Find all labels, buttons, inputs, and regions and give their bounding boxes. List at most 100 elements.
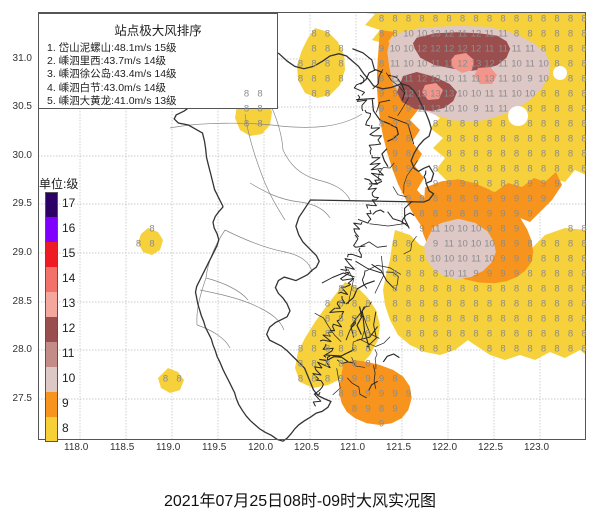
svg-text:8: 8 [298,359,303,370]
svg-text:13: 13 [471,59,482,70]
svg-text:8: 8 [541,344,546,355]
svg-text:8: 8 [460,134,465,145]
svg-text:8: 8 [541,89,546,100]
svg-text:12: 12 [417,74,428,85]
svg-text:9: 9 [392,389,397,400]
svg-text:8: 8 [392,239,397,250]
svg-text:8: 8 [473,164,478,175]
svg-text:8: 8 [365,359,370,370]
svg-text:11: 11 [485,104,495,115]
svg-text:8: 8 [541,14,546,25]
svg-text:11: 11 [390,74,400,85]
svg-text:8: 8 [311,374,316,385]
svg-text:8: 8 [311,329,316,340]
svg-text:8: 8 [581,89,586,100]
svg-text:9: 9 [392,89,397,100]
svg-text:8: 8 [500,14,505,25]
svg-text:11: 11 [458,29,468,40]
svg-text:8: 8 [244,104,249,115]
svg-text:8: 8 [325,359,330,370]
svg-text:8: 8 [514,344,519,355]
svg-text:12: 12 [471,44,482,55]
svg-text:9: 9 [392,404,397,415]
svg-text:8: 8 [527,239,532,250]
svg-text:8: 8 [379,29,384,40]
svg-text:9: 9 [541,194,546,205]
svg-text:8: 8 [568,74,573,85]
svg-text:8: 8 [568,239,573,250]
svg-text:9: 9 [514,224,519,235]
svg-text:8: 8 [325,344,330,355]
svg-text:8: 8 [379,14,384,25]
svg-text:8: 8 [581,74,586,85]
svg-text:8: 8 [554,314,559,325]
svg-text:8: 8 [554,254,559,265]
svg-text:8: 8 [433,119,438,130]
svg-text:8: 8 [554,104,559,115]
svg-text:9: 9 [406,104,411,115]
svg-text:10: 10 [457,104,468,115]
svg-text:11: 11 [485,44,495,55]
svg-text:8: 8 [568,164,573,175]
svg-text:8: 8 [446,329,451,340]
svg-text:8: 8 [568,269,573,280]
svg-text:9: 9 [500,194,505,205]
svg-text:8: 8 [311,29,316,40]
svg-text:8: 8 [433,14,438,25]
svg-text:9: 9 [446,179,451,190]
svg-text:8: 8 [446,164,451,175]
svg-text:9: 9 [406,389,411,400]
svg-text:8: 8 [365,314,370,325]
svg-text:8: 8 [527,164,532,175]
svg-text:8: 8 [325,314,330,325]
svg-text:8: 8 [338,344,343,355]
svg-text:8: 8 [554,29,559,40]
svg-text:8: 8 [325,374,330,385]
svg-text:11: 11 [404,74,414,85]
svg-text:8: 8 [581,119,586,130]
svg-text:8: 8 [541,104,546,115]
svg-text:8: 8 [419,269,424,280]
svg-text:9: 9 [379,419,384,430]
svg-text:8: 8 [581,299,586,310]
svg-text:9: 9 [527,179,532,190]
svg-text:8: 8 [460,149,465,160]
svg-text:11: 11 [390,59,400,70]
svg-text:8: 8 [352,284,357,295]
svg-text:8: 8 [352,314,357,325]
svg-text:8: 8 [244,89,249,100]
svg-text:8: 8 [325,299,330,310]
svg-text:8: 8 [581,224,586,235]
svg-text:8: 8 [338,359,343,370]
svg-text:8: 8 [554,329,559,340]
svg-text:8: 8 [406,269,411,280]
svg-text:8: 8 [406,254,411,265]
svg-text:9: 9 [379,374,384,385]
svg-text:9: 9 [473,269,478,280]
svg-text:8: 8 [311,74,316,85]
svg-text:9: 9 [500,254,505,265]
svg-text:8: 8 [406,284,411,295]
svg-text:8: 8 [460,194,465,205]
svg-text:8: 8 [500,164,505,175]
svg-text:8: 8 [352,344,357,355]
svg-text:8: 8 [527,149,532,160]
svg-text:9: 9 [379,104,384,115]
svg-text:8: 8 [527,104,532,115]
svg-text:8: 8 [338,284,343,295]
svg-text:9: 9 [514,209,519,220]
svg-text:10: 10 [484,254,495,265]
svg-text:8: 8 [325,44,330,55]
svg-text:8: 8 [500,299,505,310]
svg-text:8: 8 [500,224,505,235]
svg-text:8: 8 [554,299,559,310]
svg-text:8: 8 [257,104,262,115]
svg-text:11: 11 [512,44,522,55]
svg-text:8: 8 [568,254,573,265]
svg-text:8: 8 [433,314,438,325]
svg-text:12: 12 [484,59,495,70]
svg-text:8: 8 [500,344,505,355]
svg-text:8: 8 [541,44,546,55]
svg-text:10: 10 [525,89,536,100]
svg-text:8: 8 [500,119,505,130]
